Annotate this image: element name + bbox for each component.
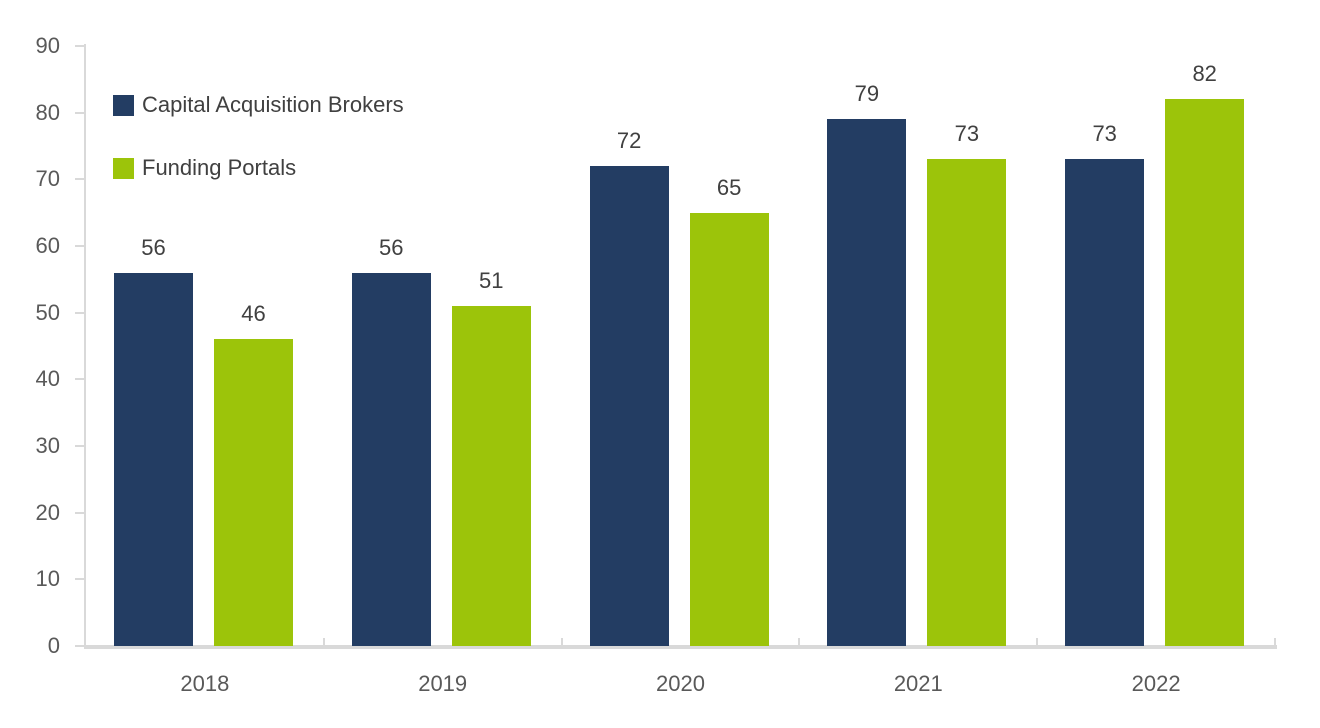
bar-capital-acquisition-brokers-2021 bbox=[827, 119, 907, 646]
y-axis-line bbox=[84, 44, 86, 646]
x-tick bbox=[322, 638, 325, 646]
legend-item-capital-acquisition-brokers: Capital Acquisition Brokers bbox=[113, 92, 404, 117]
bar-value-label: 82 bbox=[1192, 61, 1217, 87]
legend-swatch-funding-portals bbox=[113, 157, 134, 179]
x-axis-category-label: 2021 bbox=[893, 671, 943, 696]
y-tick-label: 40 bbox=[35, 366, 60, 392]
y-tick-label: 60 bbox=[35, 233, 60, 258]
legend-item-funding-portals: Funding Portals bbox=[113, 155, 404, 180]
y-tick-label: 80 bbox=[35, 99, 60, 125]
y-tick-label: 0 bbox=[47, 633, 60, 658]
legend-swatch-capital-acquisition-brokers bbox=[113, 94, 134, 116]
bar-capital-acquisition-brokers-2020 bbox=[589, 166, 669, 646]
x-axis-category-label: 2019 bbox=[418, 671, 468, 696]
y-tick bbox=[75, 178, 84, 181]
legend: Capital Acquisition Brokers Funding Port… bbox=[113, 92, 404, 219]
y-tick bbox=[75, 378, 84, 381]
bar-value-label: 46 bbox=[241, 301, 266, 327]
y-tick-label: 70 bbox=[35, 166, 60, 192]
y-tick-label: 90 bbox=[35, 33, 60, 58]
y-tick bbox=[75, 111, 84, 114]
bar-value-label: 73 bbox=[1092, 121, 1117, 147]
y-tick bbox=[75, 511, 84, 514]
bar-capital-acquisition-brokers-2022 bbox=[1065, 159, 1145, 646]
bar-value-label: 51 bbox=[479, 268, 504, 293]
legend-label: Capital Acquisition Brokers bbox=[142, 92, 404, 117]
y-tick bbox=[75, 445, 84, 447]
bar-value-label: 65 bbox=[716, 174, 742, 200]
y-tick bbox=[75, 645, 84, 647]
bar-funding-portals-2019 bbox=[451, 306, 531, 646]
bar-funding-portals-2022 bbox=[1165, 99, 1245, 646]
x-axis-line bbox=[84, 645, 1277, 649]
legend-label: Funding Portals bbox=[142, 155, 297, 180]
bar-capital-acquisition-brokers-2019 bbox=[351, 272, 431, 646]
bar-funding-portals-2018 bbox=[214, 339, 293, 646]
x-axis-category-label: 2020 bbox=[656, 671, 705, 696]
bar-value-label: 56 bbox=[379, 234, 404, 260]
x-tick bbox=[798, 638, 801, 646]
y-tick bbox=[75, 578, 84, 581]
y-tick bbox=[75, 45, 84, 47]
x-tick bbox=[560, 638, 563, 646]
x-axis-category-label: 2022 bbox=[1131, 671, 1181, 696]
y-tick bbox=[75, 245, 84, 247]
y-tick-label: 50 bbox=[35, 299, 60, 325]
bar-funding-portals-2021 bbox=[927, 159, 1007, 646]
bar-value-label: 72 bbox=[616, 128, 642, 153]
y-tick-label: 30 bbox=[35, 433, 60, 458]
x-axis-category-label: 2018 bbox=[180, 671, 230, 696]
bar-capital-acquisition-brokers-2018 bbox=[114, 272, 193, 646]
y-tick-label: 20 bbox=[35, 499, 60, 525]
x-tick bbox=[1274, 638, 1276, 646]
bar-funding-portals-2020 bbox=[689, 212, 769, 646]
x-tick bbox=[1036, 638, 1039, 646]
bar-value-label: 56 bbox=[141, 234, 166, 260]
y-tick bbox=[75, 311, 84, 314]
y-tick-label: 10 bbox=[35, 566, 60, 592]
bar-value-label: 79 bbox=[854, 81, 880, 107]
bar-value-label: 73 bbox=[954, 121, 980, 147]
